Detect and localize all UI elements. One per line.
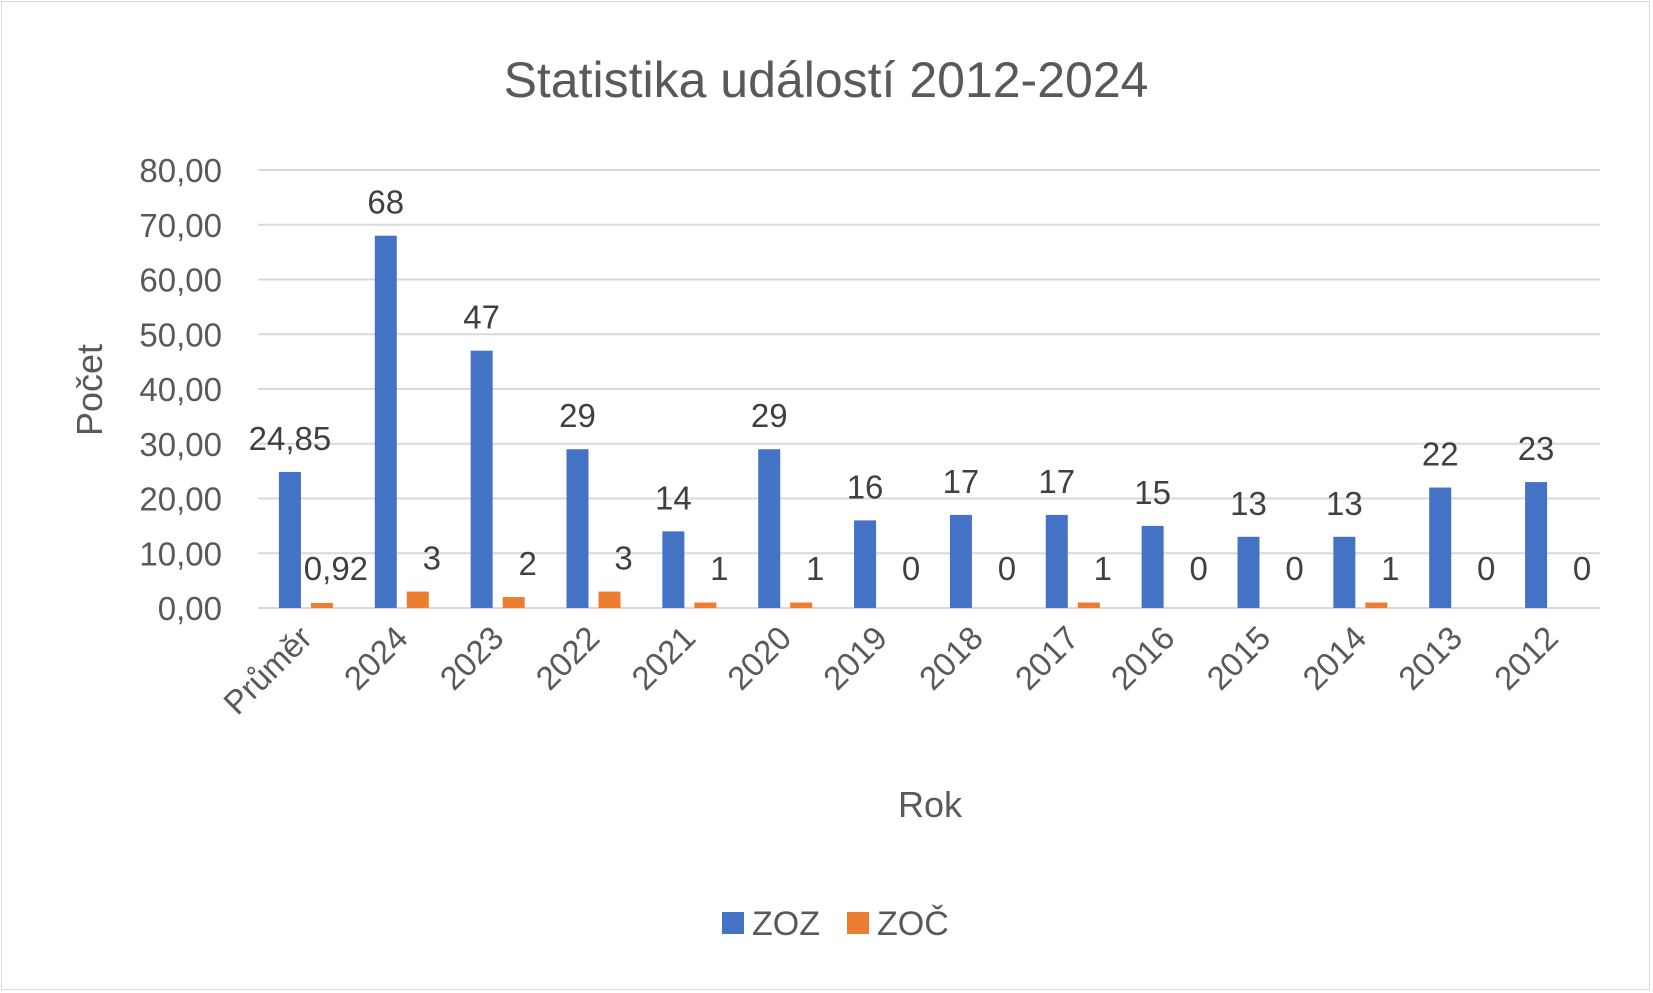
x-axis-title: Rok	[898, 784, 963, 825]
x-tick-label: 2023	[433, 619, 511, 697]
data-label-zoz: 29	[559, 397, 596, 434]
data-label-zoz: 16	[847, 468, 884, 505]
bar-zoc	[1077, 602, 1100, 608]
legend-swatch-zoz	[722, 912, 744, 934]
data-label-zoc: 3	[614, 540, 632, 577]
data-label-zoz: 15	[1134, 474, 1171, 511]
data-label-zoz: 14	[655, 479, 692, 516]
data-label-zoc: 1	[1094, 550, 1112, 587]
data-label-zoz: 17	[943, 463, 980, 500]
data-label-zoz: 23	[1518, 430, 1555, 467]
bar-zoz	[1237, 536, 1260, 608]
y-tick-label: 60,00	[139, 262, 222, 299]
bar-zoz	[278, 471, 301, 608]
legend-label-zoz: ZOZ	[752, 905, 820, 943]
bar-zoz	[758, 449, 781, 608]
bar-zoc	[790, 602, 813, 608]
x-tick-label: 2016	[1104, 619, 1182, 697]
y-axis-title: Počet	[69, 344, 110, 436]
chart-title: Statistika událostí 2012-2024	[504, 52, 1149, 108]
bar-zoz	[374, 235, 397, 608]
bar-zoc	[1365, 602, 1388, 608]
data-label-zoc: 0	[1573, 550, 1591, 587]
data-label-zoc: 3	[423, 540, 441, 577]
x-tick-label: 2021	[624, 619, 702, 697]
legend-label-zoc: ZOČ	[877, 905, 949, 943]
data-label-zoz: 47	[463, 299, 500, 336]
x-tick-label: 2020	[720, 619, 798, 697]
data-label-zoc: 1	[710, 550, 728, 587]
y-tick-label: 40,00	[139, 371, 222, 408]
data-label-zoc: 0	[1189, 550, 1207, 587]
data-label-zoc: 0,92	[304, 550, 368, 587]
bar-zoz	[1045, 514, 1068, 608]
x-axis-ticks: Průměr 2024 2023 2022 2021 2020 2019 2018 2017 20…	[216, 619, 1565, 722]
data-label-zoz: 68	[367, 184, 404, 221]
bar-zoc	[694, 602, 717, 608]
data-label-zoz: 17	[1038, 463, 1075, 500]
x-tick-label: 2018	[912, 619, 990, 697]
bar-zoc	[502, 597, 525, 608]
bar-zoz	[1429, 487, 1452, 608]
bar-zoc	[406, 591, 429, 608]
x-tick-label: 2015	[1199, 619, 1277, 697]
x-tick-label: 2022	[528, 619, 606, 697]
data-label-zoc: 1	[1381, 550, 1399, 587]
data-label-zoz: 24,85	[249, 420, 332, 457]
bar-zoz	[854, 520, 877, 608]
bars	[278, 235, 1548, 608]
bar-zoz	[662, 531, 685, 608]
bar-zoz	[949, 514, 972, 608]
y-tick-label: 50,00	[139, 316, 222, 353]
bar-zoz	[1333, 536, 1356, 608]
data-label-zoz: 29	[751, 397, 788, 434]
gridlines	[258, 169, 1600, 609]
x-tick-label: 2024	[337, 619, 415, 697]
data-label-zoz: 13	[1326, 485, 1363, 522]
data-label-zoc: 1	[806, 550, 824, 587]
data-label-zoz: 13	[1230, 485, 1267, 522]
x-tick-label: 2017	[1008, 619, 1086, 697]
data-label-zoc: 2	[518, 545, 536, 582]
bar-zoz	[566, 449, 589, 608]
bar-zoc	[310, 602, 333, 608]
bar-zoc	[598, 591, 621, 608]
y-tick-label: 10,00	[139, 535, 222, 572]
data-label-zoc: 0	[902, 550, 920, 587]
bar-zoz	[470, 350, 493, 608]
y-tick-label: 70,00	[139, 207, 222, 244]
bar-zoz	[1525, 482, 1548, 608]
x-tick-label: 2012	[1487, 619, 1565, 697]
data-label-zoc: 0	[1477, 550, 1495, 587]
x-tick-label: 2014	[1295, 619, 1373, 697]
data-label-zoz: 22	[1422, 436, 1459, 473]
y-tick-label: 30,00	[139, 426, 222, 463]
x-tick-label: 2013	[1391, 619, 1469, 697]
y-tick-label: 0,00	[158, 590, 222, 627]
data-label-zoc: 0	[998, 550, 1016, 587]
x-tick-label: Průměr	[216, 619, 319, 722]
data-label-zoc: 0	[1285, 550, 1303, 587]
x-tick-label: 2019	[816, 619, 894, 697]
legend: ZOZ ZOČ	[722, 905, 949, 943]
y-axis-ticks: 0,00 10,00 20,00 30,00 40,00 50,00 60,00 70,00 8…	[139, 152, 222, 627]
bar-zoz	[1141, 525, 1164, 608]
y-tick-label: 80,00	[139, 152, 222, 189]
y-tick-label: 20,00	[139, 481, 222, 518]
legend-swatch-zoc	[847, 912, 869, 934]
